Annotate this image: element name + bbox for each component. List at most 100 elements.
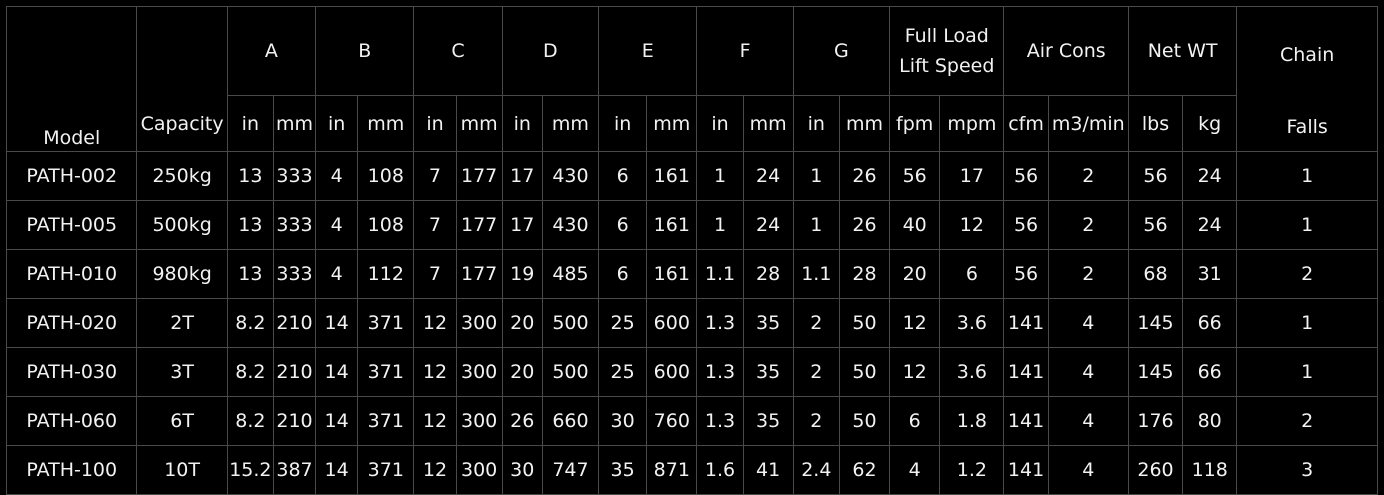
cell-g-mm: 26 [838,151,891,201]
cell-a-in: 15.2 [226,445,274,495]
cell-d-mm: 485 [541,249,600,299]
cell-wt-kg: 31 [1182,249,1238,299]
cell-d-mm: 430 [541,151,600,201]
cell-speed-fpm: 56 [889,151,941,201]
cell-wt-kg: 24 [1182,200,1238,250]
header-row-units: in mm in mm in mm in mm in mm in mm in m… [7,95,1378,152]
cell-chain-falls: 1 [1236,298,1378,348]
unit-d-mm: mm [541,95,600,152]
cell-c-in: 7 [413,151,457,201]
cell-wt-kg: 66 [1182,347,1238,397]
cell-a-mm: 333 [272,151,317,201]
cell-wt-lbs: 260 [1127,445,1184,495]
cell-e-in: 35 [598,445,648,495]
cell-a-in: 13 [226,151,274,201]
table-row: PATH-020 2T 8.2 210 14 371 12 300 20 500 25 600 1.3 3… [5,298,1378,348]
unit-e-in: in [598,95,648,152]
cell-e-mm: 871 [646,445,698,495]
cell-chain-falls: 2 [1236,396,1378,446]
cell-air-m3min: 4 [1047,445,1129,495]
cell-a-mm: 210 [272,396,317,446]
cell-wt-kg: 66 [1182,298,1238,348]
cell-speed-fpm: 6 [889,396,941,446]
cell-e-in: 6 [598,249,648,299]
table-row: PATH-010 980kg 13 333 4 112 7 177 19 485 6 161 1.1 28… [5,249,1378,299]
cell-f-in: 1.3 [696,347,744,397]
header-lift-speed-line1: Full Load [904,25,989,48]
cell-d-in: 17 [501,151,543,201]
cell-b-in: 14 [315,445,359,495]
header-group-c: C [413,5,503,97]
cell-e-in: 30 [598,396,648,446]
cell-chain-falls: 3 [1236,445,1378,495]
cell-b-in: 14 [315,396,359,446]
header-capacity: Capacity [136,6,228,152]
cell-f-mm: 24 [742,200,794,250]
table-body: Model Capacity A B C D E F G Full Load Li… [5,5,1378,495]
cell-b-mm: 371 [357,445,415,495]
cell-b-mm: 371 [357,396,415,446]
cell-speed-fpm: 12 [889,298,941,348]
cell-wt-lbs: 145 [1127,298,1184,348]
cell-a-mm: 333 [272,249,317,299]
cell-speed-mpm: 6 [939,249,1005,299]
cell-g-in: 1.1 [792,249,840,299]
cell-e-in: 6 [598,200,648,250]
cell-a-mm: 333 [272,200,317,250]
cell-g-mm: 50 [838,347,891,397]
cell-air-cfm: 56 [1003,249,1049,299]
cell-wt-lbs: 68 [1127,249,1184,299]
cell-air-cfm: 141 [1003,347,1049,397]
cell-capacity: 980kg [136,249,228,299]
cell-e-mm: 161 [646,200,698,250]
header-chain-falls: Chain Falls [1236,6,1378,152]
header-group-air-cons: Air Cons [1003,5,1129,97]
cell-g-mm: 26 [838,200,891,250]
cell-g-in: 1 [792,151,840,201]
unit-g-mm: mm [838,95,891,152]
unit-speed-fpm: fpm [889,95,941,152]
cell-air-cfm: 141 [1003,396,1049,446]
cell-b-in: 4 [315,151,359,201]
cell-c-mm: 300 [455,347,503,397]
cell-f-in: 1.3 [696,396,744,446]
unit-f-mm: mm [742,95,794,152]
cell-capacity: 500kg [136,200,228,250]
cell-capacity: 2T [136,298,228,348]
cell-d-in: 20 [501,347,543,397]
header-group-b: B [315,5,415,97]
cell-d-mm: 430 [541,200,600,250]
unit-b-in: in [315,95,359,152]
cell-wt-lbs: 56 [1127,200,1184,250]
cell-air-m3min: 4 [1047,347,1129,397]
cell-b-mm: 108 [357,151,415,201]
cell-f-mm: 41 [742,445,794,495]
cell-c-mm: 300 [455,445,503,495]
cell-b-mm: 371 [357,347,415,397]
cell-air-m3min: 2 [1047,151,1129,201]
unit-wt-kg: kg [1182,95,1238,152]
cell-speed-mpm: 3.6 [939,347,1005,397]
cell-c-in: 12 [413,347,457,397]
cell-a-in: 8.2 [226,298,274,348]
cell-a-mm: 210 [272,347,317,397]
cell-g-in: 1 [792,200,840,250]
cell-speed-mpm: 1.8 [939,396,1005,446]
cell-c-in: 12 [413,445,457,495]
cell-f-in: 1.6 [696,445,744,495]
header-group-f: F [696,5,794,97]
cell-wt-lbs: 56 [1127,151,1184,201]
table-row: PATH-030 3T 8.2 210 14 371 12 300 20 500 25 600 1.3 3… [5,347,1378,397]
unit-a-in: in [226,95,274,152]
header-chain-line2: Falls [1286,116,1328,138]
cell-e-in: 25 [598,298,648,348]
header-model: Model [5,6,138,152]
cell-e-in: 6 [598,151,648,201]
cell-air-m3min: 2 [1047,249,1129,299]
cell-e-in: 25 [598,347,648,397]
cell-model: PATH-002 [5,151,138,201]
cell-air-cfm: 141 [1003,445,1049,495]
cell-speed-fpm: 40 [889,200,941,250]
cell-d-in: 26 [501,396,543,446]
cell-c-mm: 177 [455,200,503,250]
